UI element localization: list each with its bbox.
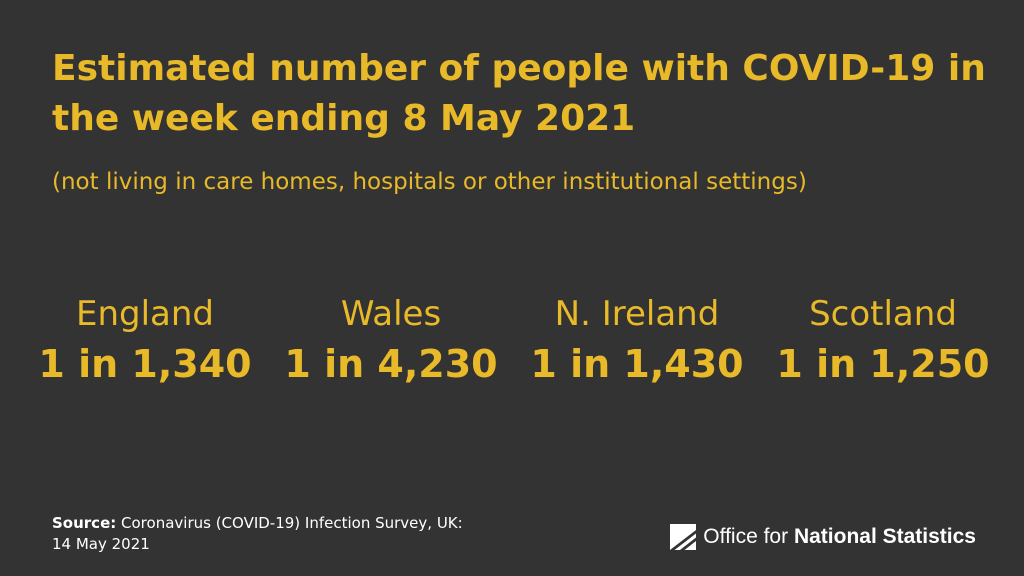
source-text: Coronavirus (COVID-19) Infection Survey,… [121,514,463,532]
stat-name: England [75,294,215,334]
stat-value: 1 in 4,230 [284,342,498,386]
source-label: Source: [52,514,117,532]
page-subtitle: (not living in care homes, hospitals or … [52,169,807,195]
stat-northern-ireland: N. Ireland 1 in 1,430 [514,290,760,390]
stat-name: Wales [340,294,442,334]
logo-text-bold: National Statistics [793,525,976,548]
source-note: Source: Coronavirus (COVID-19) Infection… [52,513,463,555]
stat-value: 1 in 1,340 [38,342,252,386]
ons-logo-icon [670,524,697,550]
logo-text-regular: Office for [703,525,789,548]
page-title: Estimated number of people with COVID-19… [52,48,986,139]
stats-row: England 1 in 1,340 Wales 1 in 4,230 N. I… [22,290,1006,390]
stat-value: 1 in 1,430 [530,342,744,386]
stat-wales: Wales 1 in 4,230 [268,290,514,390]
source-date: 14 May 2021 [52,535,150,553]
stat-scotland: Scotland 1 in 1,250 [760,290,1006,390]
stat-england: England 1 in 1,340 [22,290,268,390]
stat-value: 1 in 1,250 [776,342,990,386]
ons-logo: Office for National Statistics [670,522,976,552]
stat-name: Scotland [809,294,957,334]
stat-name: N. Ireland [554,294,720,334]
